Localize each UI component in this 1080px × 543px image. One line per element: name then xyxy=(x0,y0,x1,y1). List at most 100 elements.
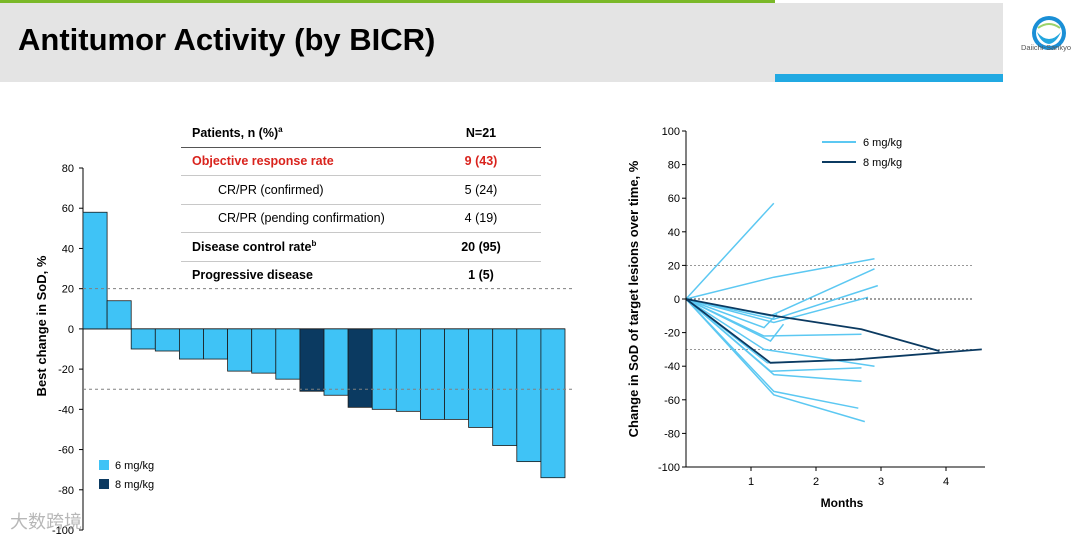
row-label-text: Disease control rate xyxy=(192,240,312,255)
table-row: CR/PR (pending confirmation) 4 (19) xyxy=(181,204,541,233)
row-label: CR/PR (confirmed) xyxy=(181,175,421,205)
spider-y-axis-label: Change in SoD of target lesions over tim… xyxy=(626,160,641,437)
page-title: Antitumor Activity (by BICR) xyxy=(18,22,436,57)
waterfall-bar xyxy=(203,328,229,360)
spider-y-tick-label: 0 xyxy=(674,294,680,306)
waterfall-bar xyxy=(275,328,301,380)
daiichi-sankyo-logo xyxy=(1032,16,1066,50)
footnote-marker: a xyxy=(278,125,283,135)
table-header-value: N=21 xyxy=(421,119,541,148)
waterfall-y-tick-label: 40 xyxy=(62,243,74,255)
waterfall-bar xyxy=(323,328,349,396)
logo-text: Daiichi-Sankyo xyxy=(1020,43,1072,52)
top-accent-line xyxy=(0,0,775,3)
spider-series-line xyxy=(685,298,859,409)
waterfall-y-tick-label: -80 xyxy=(58,485,74,497)
spider-x-axis-label: Months xyxy=(821,496,864,510)
row-label: Progressive disease xyxy=(192,268,313,283)
spider-x-tick-label: 3 xyxy=(878,476,884,488)
title-band xyxy=(0,3,1003,82)
spider-series-line xyxy=(685,298,940,352)
waterfall-y-axis-label: Best change in SoD, % xyxy=(34,255,49,396)
spider-series-line xyxy=(685,296,869,324)
waterfall-bar xyxy=(492,328,518,446)
row-label: CR/PR (pending confirmation) xyxy=(181,204,421,233)
waterfall-bar xyxy=(347,328,373,408)
spider-y-tick-label: -100 xyxy=(658,462,680,474)
spider-series-line xyxy=(685,298,778,329)
spider-chart: 100 80 60 40 20 0 -20 -40 -60 -80 -100 1 2 3 4 Change … xyxy=(626,126,985,510)
spider-series-line xyxy=(685,298,866,423)
spider-series-line xyxy=(685,257,875,300)
spider-y-tick-label: 100 xyxy=(662,126,680,138)
waterfall-y-tick-label: 0 xyxy=(68,324,74,336)
spider-legend: 6 mg/kg 8 mg/kg xyxy=(822,137,902,169)
waterfall-y-tick-label: 20 xyxy=(62,284,74,296)
row-value: 5 (24) xyxy=(421,175,541,205)
watermark: 大数跨境 xyxy=(10,512,82,532)
waterfall-y-tick-label: 80 xyxy=(62,163,74,175)
waterfall-bar xyxy=(419,328,445,420)
response-summary-table: Patients, n (%)a N=21 Objective response… xyxy=(181,119,541,289)
waterfall-bars xyxy=(82,211,566,479)
legend-swatch-6mg xyxy=(99,460,109,470)
spider-series-line xyxy=(685,202,775,300)
waterfall-bar xyxy=(468,328,494,428)
waterfall-y-tick-label: -60 xyxy=(58,445,74,457)
waterfall-bar xyxy=(516,328,542,463)
spider-y-tick-label: -80 xyxy=(664,428,680,440)
row-value: 4 (19) xyxy=(421,204,541,233)
waterfall-bar xyxy=(540,328,566,479)
waterfall-bar xyxy=(299,328,325,392)
legend-label-8mg: 8 mg/kg xyxy=(115,479,154,491)
row-value: 20 (95) xyxy=(421,232,541,262)
waterfall-y-tick-label: -100 xyxy=(52,525,74,537)
spider-y-tick-label: -60 xyxy=(664,395,680,407)
spider-y-tick-label: -40 xyxy=(664,361,680,373)
table-row: Progressive disease 1 (5) xyxy=(181,261,541,289)
spider-y-tick-label: -20 xyxy=(664,328,680,340)
row-value: 1 (5) xyxy=(468,268,494,283)
waterfall-bar xyxy=(82,211,108,330)
waterfall-bar xyxy=(444,328,470,420)
waterfall-y-tick-label: 60 xyxy=(62,203,74,215)
waterfall-bar xyxy=(130,328,156,350)
spider-y-tick-label: 20 xyxy=(668,260,680,272)
table-header-row: Patients, n (%)a N=21 xyxy=(181,119,541,148)
waterfall-bar xyxy=(395,328,421,412)
spider-y-tick-label: 80 xyxy=(668,160,680,172)
spider-axis: 100 80 60 40 20 0 -20 -40 -60 -80 -100 1 2 3 4 xyxy=(658,126,985,488)
table-header-label: Patients, n (%)a xyxy=(181,119,421,148)
footnote-marker: b xyxy=(311,239,317,249)
legend-label-6mg: 6 mg/kg xyxy=(115,460,154,472)
spider-y-tick-label: 60 xyxy=(668,193,680,205)
waterfall-bar xyxy=(371,328,397,410)
spider-x-tick-label: 1 xyxy=(748,476,754,488)
legend-swatch-8mg xyxy=(99,479,109,489)
waterfall-bar xyxy=(154,328,180,352)
legend-label-6mg: 6 mg/kg xyxy=(863,137,902,149)
row-label: Disease control rateb xyxy=(181,232,421,262)
waterfall-y-tick-label: -40 xyxy=(58,404,74,416)
table-row: Disease control rateb 20 (95) xyxy=(181,232,541,262)
waterfall-bar xyxy=(227,328,253,372)
table-row: Objective response rate 9 (43) xyxy=(181,147,541,176)
table-header-label-text: Patients, n (%) xyxy=(192,126,279,141)
spider-series xyxy=(685,202,982,423)
spider-series-line xyxy=(685,298,862,383)
waterfall-y-tick-label: -20 xyxy=(58,364,74,376)
spider-x-tick-label: 4 xyxy=(943,476,949,488)
spider-y-tick-label: 40 xyxy=(668,227,680,239)
table-row: CR/PR (confirmed) 5 (24) xyxy=(181,175,541,205)
spider-series-line xyxy=(685,284,879,320)
row-value: 9 (43) xyxy=(421,147,541,176)
blue-accent-bar xyxy=(775,74,1003,82)
waterfall-bar xyxy=(106,300,132,330)
waterfall-bar xyxy=(178,328,204,360)
waterfall-legend: 6 mg/kg 8 mg/kg xyxy=(99,460,154,491)
row-label: Objective response rate xyxy=(181,147,421,176)
spider-x-tick-label: 2 xyxy=(813,476,819,488)
legend-label-8mg: 8 mg/kg xyxy=(863,157,902,169)
spider-series-line xyxy=(685,298,785,342)
waterfall-chart: 80 60 40 20 0 -20 -40 -60 -80 -100 Best change in… xyxy=(34,163,572,537)
